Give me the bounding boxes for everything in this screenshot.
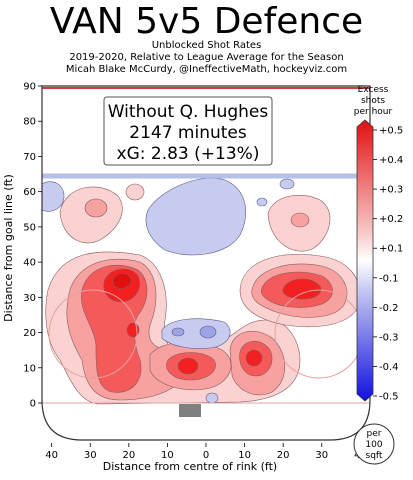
y-axis-label: Distance from goal line (ft) [2,174,15,322]
heat-spot-rightcorner-blue [279,178,295,190]
rink-boards [41,85,371,441]
colorbar-tick-label: +0.2 [379,214,403,225]
heat-spot-slot-blue [171,327,185,337]
colorbar-title-3: per hour [354,107,393,117]
y-tick-label: 10 [23,363,36,374]
heat-spot-rightlow [245,349,263,367]
heat-spot-midslot-blue [199,325,217,339]
x-tick-label: 30 [315,450,328,461]
x-axis-ticks: 40302010010203040 [45,443,367,461]
colorbar-tick-label: +0.4 [379,155,403,166]
per-area-circle [353,423,395,465]
y-tick-label: 80 [23,117,36,128]
x-tick-label: 20 [122,450,135,461]
y-tick-label: 60 [23,187,36,198]
colorbar-tick-label: +0.5 [379,126,403,137]
heat-spot-topcentre-red [125,183,145,201]
y-axis-ticks: 0 10 20 30 40 50 60 70 80 90 [23,82,42,410]
chart-subtitle: Unblocked Shot Rates [151,40,262,51]
y-tick-label: 50 [23,222,36,233]
annotation-minutes: 2147 minutes [129,123,247,143]
heat-spot-topright-blue [256,197,268,207]
colorbar-tick-label: -0.5 [379,392,399,403]
left-faceoff-circle [48,289,138,379]
colorbar-title-1: Excess [358,85,389,95]
x-tick-label: 20 [277,450,290,461]
y-tick-label: 70 [23,152,36,163]
y-tick-label: 90 [23,82,36,93]
chart-season-note: 2019-2020, Relative to League Average fo… [69,52,344,63]
heat-region-leftwing-blue [42,181,65,212]
heat-spot-leftpoint [84,198,108,218]
y-tick-label: 0 [30,399,36,410]
colorbar-tick-label: +0.3 [379,185,403,196]
colorbar-tick-label: -0.4 [379,362,399,373]
x-tick-label: 10 [161,450,174,461]
x-tick-label: 0 [203,450,209,461]
heat-region-left-core [112,273,132,289]
heat-region-midslot-blue [161,318,231,349]
heat-region-highslot-blue [145,177,246,256]
annotation-player: Without Q. Hughes [108,102,269,122]
heatmap-layer [42,87,370,405]
colorbar-tick-label: +0.1 [379,244,403,255]
heat-spot-crease-blue [205,392,219,404]
goal-net [179,404,201,417]
annotation-xg: xG: 2.83 (+13%) [117,144,260,164]
colorbar-ticks: +0.5 +0.4 +0.3 +0.2 +0.1 -0.1 -0.2 -0.3 -0.4 -0.5 [373,126,403,403]
per-area-line2: 100 [365,440,382,450]
x-tick-label: 40 [45,450,58,461]
per-area-line1: per [367,429,382,439]
per-area-line3: sqft [366,451,383,461]
y-tick-label: 20 [23,328,36,339]
colorbar-tick-label: -0.3 [379,332,399,343]
heat-spot-slot [177,357,199,375]
x-tick-label: 10 [238,450,251,461]
colorbar-tick-label: -0.2 [379,303,399,314]
heat-spot-rightwing [290,212,310,228]
chart-title: VAN 5v5 Defence [49,1,364,42]
y-tick-label: 40 [23,258,36,269]
heat-region-right-strong [282,278,322,300]
chart-credit: Micah Blake McCurdy, @IneffectiveMath, h… [65,64,348,75]
colorbar-title-2: shots [361,96,385,106]
x-axis-label: Distance from centre of rink (ft) [103,460,277,473]
colorbar-tick-label: -0.1 [379,273,399,284]
x-tick-label: 30 [84,450,97,461]
y-tick-label: 30 [23,293,36,304]
colorbar [356,119,374,402]
annotation-box [103,96,273,166]
